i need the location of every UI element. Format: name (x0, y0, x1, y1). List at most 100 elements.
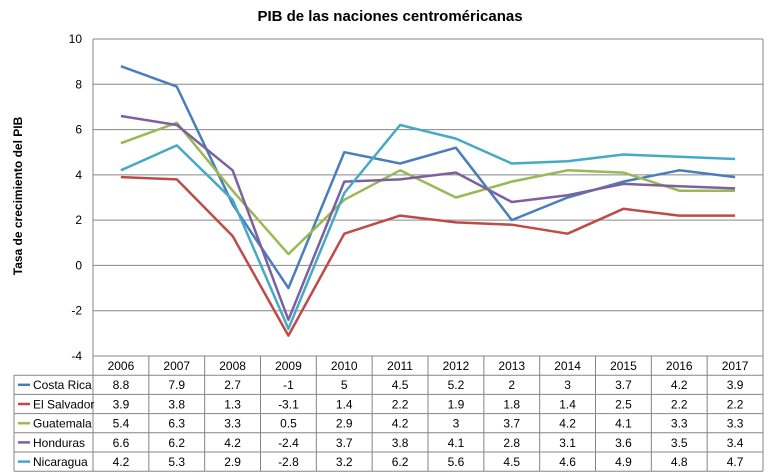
y-tick-label: 0 (75, 258, 82, 272)
table-cell: 3.4 (727, 436, 744, 450)
legend-label: Guatemala (33, 417, 92, 431)
table-cell: 2.5 (615, 397, 632, 411)
table-cell: 3.5 (671, 436, 688, 450)
y-tick-label: -2 (71, 304, 82, 318)
table-cell: 2.7 (224, 378, 241, 392)
x-tick-label: 2008 (219, 359, 246, 373)
table-cell: 7.9 (168, 378, 185, 392)
table-cell: 3.2 (336, 455, 353, 469)
table-cell: 3.6 (615, 436, 632, 450)
table-cell: 4.5 (503, 455, 520, 469)
series-lines (120, 65, 736, 337)
table-cell: 3 (453, 417, 460, 431)
series-line (120, 114, 736, 322)
series-guatemala (120, 121, 736, 256)
table-cell: 3.1 (559, 436, 576, 450)
table-cell: 2.2 (727, 397, 744, 411)
table-cell: 4.9 (615, 455, 632, 469)
series-nicaragua (120, 123, 736, 331)
table-cell: 4.2 (671, 378, 688, 392)
series-line (120, 121, 736, 256)
table-cell: 4.2 (113, 455, 130, 469)
legend-label: Nicaragua (33, 455, 88, 469)
table-cell: 3.3 (727, 417, 744, 431)
table-cell: 3.8 (392, 436, 409, 450)
series-costa-rica (120, 65, 736, 290)
series-honduras (120, 114, 736, 322)
x-tick-label: 2007 (163, 359, 190, 373)
y-tick-label: 4 (75, 168, 82, 182)
table-cell: 5.3 (168, 455, 185, 469)
table-cell: 3.8 (168, 397, 185, 411)
series-el-salvador (120, 175, 736, 337)
table-cell: 2.8 (503, 436, 520, 450)
table-cell: 5.6 (448, 455, 465, 469)
legend-label: Honduras (33, 436, 85, 450)
table-cell: 0.5 (280, 417, 297, 431)
table-cell: 4.2 (392, 417, 409, 431)
table-cell: 2.9 (224, 455, 241, 469)
table-cell: 6.3 (168, 417, 185, 431)
table-cell: 6.2 (168, 436, 185, 450)
table-cell: 1.3 (224, 397, 241, 411)
y-axis-label: Tasa de crecimiento del PIB (11, 116, 25, 275)
table-cell: 1.9 (448, 397, 465, 411)
table-cell: 5.4 (113, 417, 130, 431)
x-tick-label: 2016 (666, 359, 693, 373)
table-cell: 4.1 (448, 436, 465, 450)
y-tick-labels: -4 -2 0 2 4 6 8 10 (69, 32, 83, 363)
data-table: 2006 2007 2008 2009 2010 2011 2012 2013 2014 2015… (13, 355, 764, 472)
series-line (120, 65, 736, 290)
x-tick-label: 2011 (387, 359, 413, 373)
table-cell: 1.4 (336, 397, 353, 411)
x-tick-label: 2014 (554, 359, 581, 373)
table-cell: 3.9 (727, 378, 744, 392)
legend-label: Costa Rica (33, 378, 92, 392)
table-cell: 8.8 (113, 378, 130, 392)
table-cell: 3.7 (336, 436, 353, 450)
table-cell: 2.2 (671, 397, 688, 411)
x-tick-label: 2017 (722, 359, 749, 373)
table-cell: 4.2 (559, 417, 576, 431)
y-tick-label: 2 (75, 213, 82, 227)
x-tick-label: 2013 (498, 359, 525, 373)
table-cell: -3.1 (278, 397, 299, 411)
table-cell: 5.2 (448, 378, 465, 392)
table-cell: 3 (564, 378, 571, 392)
x-tick-label: 2006 (108, 359, 135, 373)
table-cell: 1.8 (503, 397, 520, 411)
x-tick-label: 2009 (275, 359, 302, 373)
table-cell: 3.9 (113, 397, 130, 411)
y-tick-label: 8 (75, 77, 82, 91)
y-tick-label: -4 (71, 349, 82, 363)
table-cell: 4.8 (671, 455, 688, 469)
table-cell: 4.6 (559, 455, 576, 469)
table-cell: 1.4 (559, 397, 576, 411)
series-line (120, 175, 736, 337)
table-cell: 4.7 (727, 455, 744, 469)
table-cell: 3.3 (224, 417, 241, 431)
table-cell: 4.2 (224, 436, 241, 450)
table-cell: 6.6 (113, 436, 130, 450)
table-cell: 6.2 (392, 455, 409, 469)
table-cell: -1 (283, 378, 294, 392)
x-tick-label: 2012 (443, 359, 470, 373)
y-tick-label: 6 (75, 123, 82, 137)
x-tick-label: 2010 (331, 359, 358, 373)
table-cell: 3.7 (503, 417, 520, 431)
table-cell: 3.7 (615, 378, 632, 392)
y-tick-label: 10 (69, 32, 83, 46)
table-cell: 2.9 (336, 417, 353, 431)
legend-label: El Salvador (33, 397, 94, 411)
x-tick-label: 2015 (610, 359, 637, 373)
table-cell: -2.8 (278, 455, 299, 469)
table-cell: 4.1 (615, 417, 632, 431)
table-cell: 2.2 (392, 397, 409, 411)
series-line (120, 123, 736, 331)
chart-title: PIB de las naciones centroméricanas (257, 8, 522, 25)
table-cell: 2 (508, 378, 515, 392)
table-cell: 5 (341, 378, 348, 392)
table-cell: 4.5 (392, 378, 409, 392)
